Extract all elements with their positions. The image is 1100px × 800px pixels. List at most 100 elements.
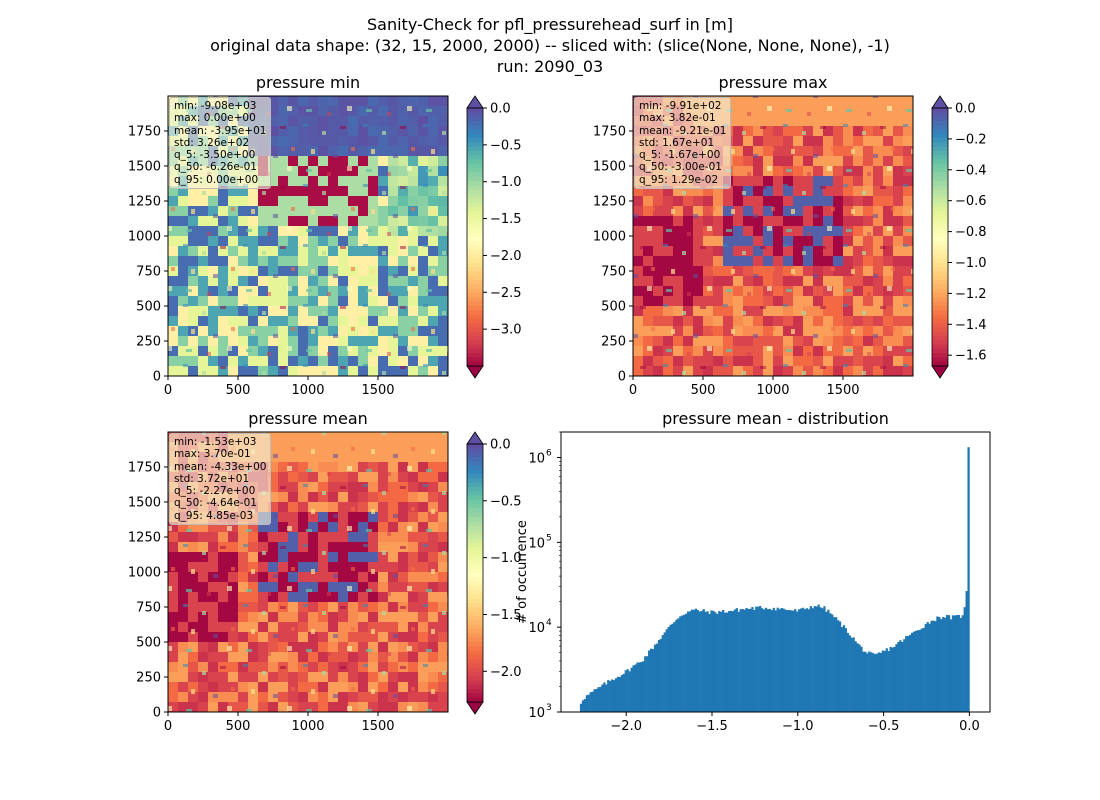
histogram-bar [597,687,600,712]
figure-title-line-3: run: 2090_03 [496,57,604,76]
histogram-bar [875,653,879,712]
histogram-bar [856,643,859,712]
colorbar-tick-label: −2.0 [490,665,522,680]
histogram-bar [757,606,760,712]
x-tick-label: 0 [629,383,637,398]
histogram-y-tick-exponent: 5 [546,533,552,543]
y-tick-label: 0 [153,706,161,721]
histogram-bar [967,447,970,712]
stats-line: std: 1.67e+01 [639,136,715,149]
colorbar-tick-label: −1.0 [955,256,987,271]
histogram-bar [811,608,814,712]
y-tick-label: 1750 [593,125,626,140]
histogram-bar [903,639,906,712]
y-tick-label: 1250 [128,531,161,546]
y-tick-label: 1250 [128,195,161,210]
histogram-bar [681,615,684,712]
colorbar-tick-label: −0.5 [490,494,522,509]
histogram-bar [883,650,886,712]
colorbar-frame [466,443,484,703]
stats-line: min: -9.91e+02 [639,100,722,112]
histogram-bar [854,641,857,712]
histogram-bar [688,611,692,712]
y-tick-label: 1750 [128,125,161,140]
histogram-bar [609,680,612,712]
histogram-bar [671,623,674,712]
y-tick-label: 0 [153,370,161,385]
histogram-bar [910,632,914,712]
histogram-bar [827,609,830,712]
histogram-bar [932,620,935,712]
histogram-bar [836,620,840,712]
histogram-bar [938,617,941,712]
colorbar-tick-label: −0.4 [955,163,987,178]
colorbar-tick-label: −1.6 [955,349,987,364]
map-panel-1: pressure min 0 500 1000 1500 0 250 500 750 1000 12… [128,73,522,398]
colorbar-extend-top [931,95,949,109]
histogram-bar [741,608,744,712]
histogram-bar [918,629,922,712]
histogram-bar [907,636,910,712]
histogram-bar [669,624,672,712]
histogram-bar [957,614,960,712]
stats-line: max: 3.70e-01 [174,448,251,461]
histogram-bar [831,614,834,712]
histogram-bar [770,610,773,712]
histogram-bar [583,699,587,712]
histogram-bar [961,615,964,712]
histogram-bar [868,651,871,712]
x-tick-label: 1000 [291,383,324,398]
histogram-bar [766,609,770,712]
y-tick-label: 1000 [128,566,161,581]
x-tick-label: 0 [164,719,172,734]
histogram-bar [628,671,631,712]
histogram-bar [790,610,793,712]
histogram-bar [611,679,614,712]
histogram-bar [809,606,812,712]
histogram-bar [612,680,616,712]
histogram-bar [587,694,590,712]
histogram-bar [761,608,764,712]
histogram-bar [893,646,896,712]
histogram-bar [648,650,651,712]
y-tick-label: 750 [136,265,161,280]
histogram-bar [618,677,622,712]
histogram-bar [710,610,713,712]
histogram-bar [700,610,703,712]
histogram-bar [840,627,844,712]
histogram-bar [798,609,801,712]
histogram-y-tick-label: 10 [528,452,545,467]
histogram-bar [934,621,937,712]
histogram-bar [817,604,820,712]
histogram-bar [850,637,853,712]
histogram-bar [663,632,666,712]
histogram-bar [901,641,904,712]
stats-line: min: -9.08e+03 [174,100,257,112]
histogram-bar [772,607,775,712]
colorbar-tick-label: −1.5 [490,608,522,623]
stats-line: q_50: -4.64e-01 [174,497,257,510]
histogram-bar [946,614,949,712]
histogram-bar [788,610,791,712]
colorbar-frame [466,107,484,367]
histogram-bar [751,607,754,712]
histogram-bar [632,665,635,712]
x-tick-label: 1000 [756,383,789,398]
histogram-bar [823,606,826,712]
histogram-bars [579,447,970,712]
histogram-bar [936,616,939,712]
histogram-bar [872,653,875,712]
histogram-bar [739,609,742,712]
histogram-bar [638,662,641,712]
histogram-bar [815,606,818,712]
histogram-bar [782,608,785,712]
histogram-bar [724,612,727,712]
y-tick-label: 750 [601,265,626,280]
stats-box: min: -9.08e+03 max: 0.00e+00 mean: -3.95e+… [169,97,272,190]
x-tick-label: 0 [164,383,172,398]
histogram-bar [940,619,943,712]
histogram-bar [920,628,923,712]
histogram-bar [848,635,851,712]
stats-line: mean: -3.95e+01 [174,124,267,137]
stats-box: min: -1.53e+03 max: 3.70e-01 mean: -4.33e+… [169,433,272,526]
